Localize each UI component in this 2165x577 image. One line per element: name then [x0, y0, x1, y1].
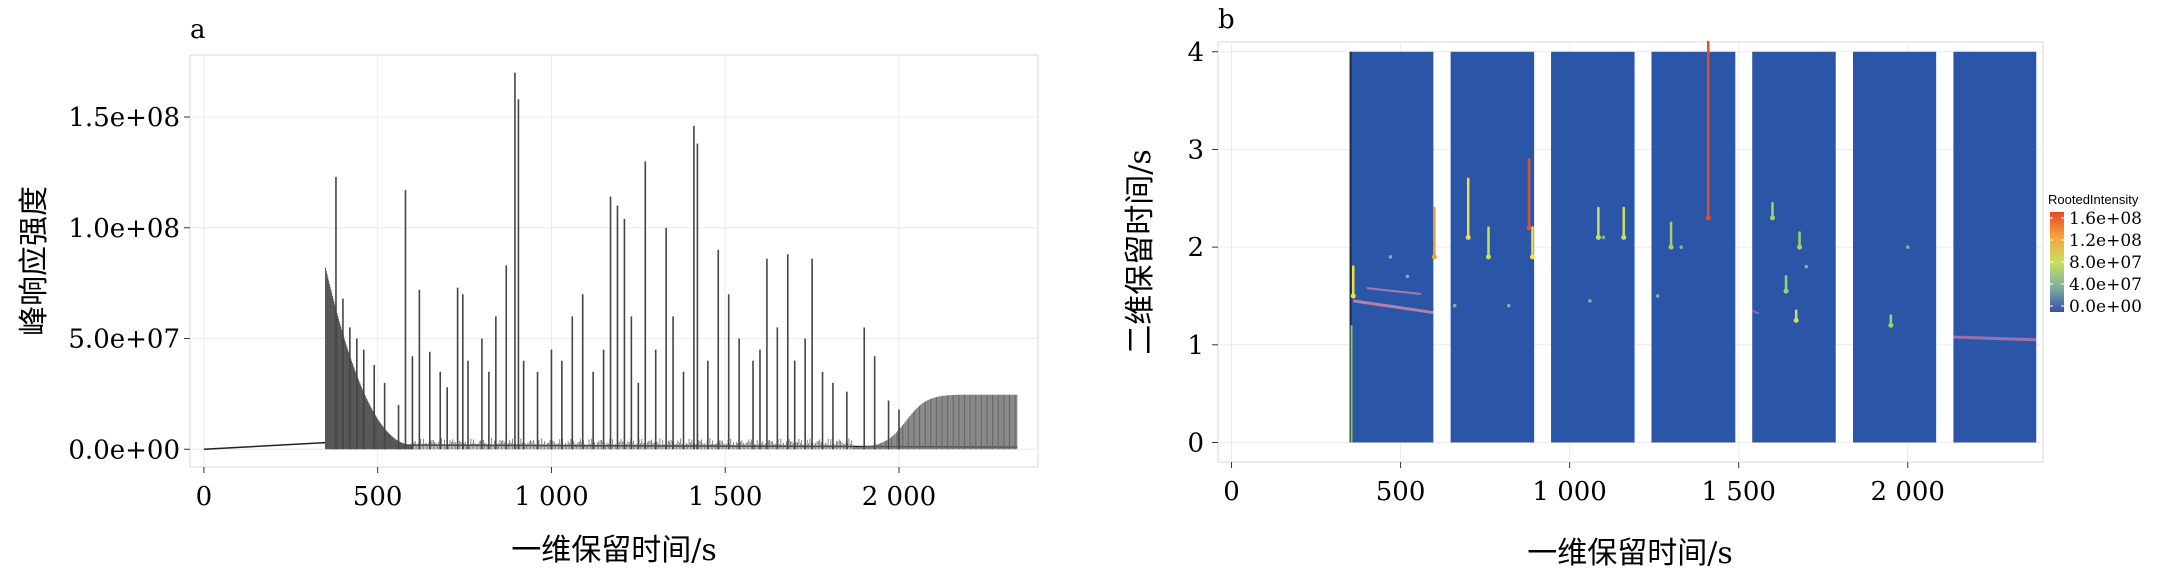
panel-b-block: [1953, 51, 2037, 443]
panel-b-x-tick-label: 1 000: [1532, 477, 1606, 507]
panel-b-x-ticks: 0 500 1 000 1 500 2 000: [1223, 462, 1945, 507]
panel-a: a 0 500 1 000 1 500 2 000 0.0e+00 5.0e+07 1.0e…: [17, 15, 1039, 568]
panel-b-x-tick-label: 500: [1376, 477, 1426, 507]
panel-a-x-tick-label: 0: [196, 482, 213, 512]
panel-b-hotspot-base: [1797, 244, 1803, 250]
panel-b-x-axis-title: 一维保留时间/s: [1527, 536, 1733, 571]
panel-b-x-tick-label: 2 000: [1871, 477, 1945, 507]
panel-b-spot: [1905, 245, 1910, 249]
panel-b-block: [1350, 51, 1434, 443]
panel-b-spot: [1601, 235, 1606, 240]
panel-b-streak: [1353, 299, 1434, 315]
panel-b-x-tick-label: 0: [1223, 477, 1240, 507]
panel-b-spot: [1679, 245, 1684, 249]
panel-b-streak: [1366, 287, 1421, 295]
panel-a-y-tick-label: 5.0e+07: [68, 325, 180, 355]
panel-b-y-tick-label: 1: [1187, 331, 1204, 361]
panel-a-baseline: [203, 441, 326, 451]
panel-a-x-axis-title: 一维保留时间/s: [511, 533, 717, 568]
panel-b-hotspot-base: [1621, 234, 1627, 240]
panel-b-spot: [1655, 294, 1660, 298]
panel-b-y-ticks: 0 1 2 3 4: [1187, 38, 1218, 458]
panel-b-y-tick-label: 0: [1187, 428, 1204, 458]
panel-b-block: [1551, 51, 1635, 443]
panel-b-spot: [1405, 274, 1410, 279]
panel-b-hotspot-base: [1668, 244, 1674, 250]
panel-b-hotspot-base: [1485, 254, 1491, 260]
panel-b-hotspot-base: [1431, 254, 1437, 260]
panel-a-x-tick-label: 500: [353, 482, 403, 512]
legend-title: RootedIntensity: [2048, 192, 2139, 207]
panel-b-y-tick-label: 3: [1187, 135, 1204, 165]
panel-b-hotspot-base: [1793, 317, 1799, 323]
panel-a-y-ticks: 0.0e+00 5.0e+07 1.0e+08 1.5e+08: [68, 103, 190, 465]
panel-a-letter: a: [190, 15, 206, 45]
panel-b-spot: [1506, 303, 1511, 308]
panel-b-block: [1450, 51, 1535, 443]
panel-b-spot: [1388, 255, 1393, 259]
panel-b-y-tick-label: 4: [1187, 38, 1204, 68]
panel-a-x-tick-label: 1 500: [688, 482, 762, 512]
panel-b-hotspot-base: [1526, 225, 1532, 231]
panel-b-streak: [1751, 309, 1760, 315]
panel-b-y-tick-label: 2: [1187, 233, 1204, 263]
panel-a-x-ticks: 0 500 1 000 1 500 2 000: [196, 467, 936, 512]
panel-b-block: [1752, 51, 1836, 443]
panel-a-y-tick-label: 1.5e+08: [68, 103, 180, 133]
panel-b-hotspot-base: [1783, 288, 1789, 294]
panel-b-block: [1651, 51, 1736, 443]
panel-b-hotspot-base: [1529, 254, 1535, 260]
panel-b-hotspot-base: [1595, 234, 1601, 240]
legend-label: 4.0e+07: [2069, 275, 2142, 295]
panel-b-spot: [1588, 299, 1592, 303]
panel-b-y-axis-title: 二维保留时间/s: [1123, 149, 1158, 355]
panel-b-letter: b: [1218, 5, 1235, 35]
panel-b-spot: [1804, 264, 1809, 269]
panel-b-block: [1852, 51, 1937, 443]
panel-a-y-axis-title: 峰响应强度: [17, 186, 52, 336]
panel-b-hotspot-base: [1350, 293, 1356, 299]
panel-a-y-tick-label: 0.0e+00: [68, 435, 180, 465]
legend-label: 8.0e+07: [2069, 253, 2142, 273]
legend-label: 0.0e+00: [2069, 297, 2142, 317]
panel-a-y-tick-label: 1.0e+08: [68, 214, 180, 244]
panel-a-data: [203, 72, 1018, 451]
panel-b-hotspot-base: [1465, 234, 1471, 240]
panel-b-legend: RootedIntensity 1.6e+081.2e+088.0e+074.0…: [2048, 192, 2142, 317]
legend-label: 1.6e+08: [2069, 209, 2142, 229]
panel-b-hotspot-base: [1888, 322, 1894, 328]
panel-b-x-tick-label: 1 500: [1701, 477, 1775, 507]
panel-b: b 0 500 1 000 1 500 2 000 0 1 2 3 4 一维保留时间/s 二维保…: [1123, 5, 2142, 571]
panel-b-spot: [1452, 303, 1457, 308]
legend-label: 1.2e+08: [2069, 231, 2142, 251]
panel-b-data: [1349, 40, 2037, 443]
panel-a-x-tick-label: 1 000: [514, 482, 588, 512]
legend-colorbar: [2050, 212, 2064, 312]
panel-b-hotspot-base: [1770, 215, 1776, 221]
panel-b-hotspot-base: [1705, 215, 1711, 221]
panel-b-streak: [1953, 335, 2037, 342]
panel-a-x-tick-label: 2 000: [862, 482, 936, 512]
